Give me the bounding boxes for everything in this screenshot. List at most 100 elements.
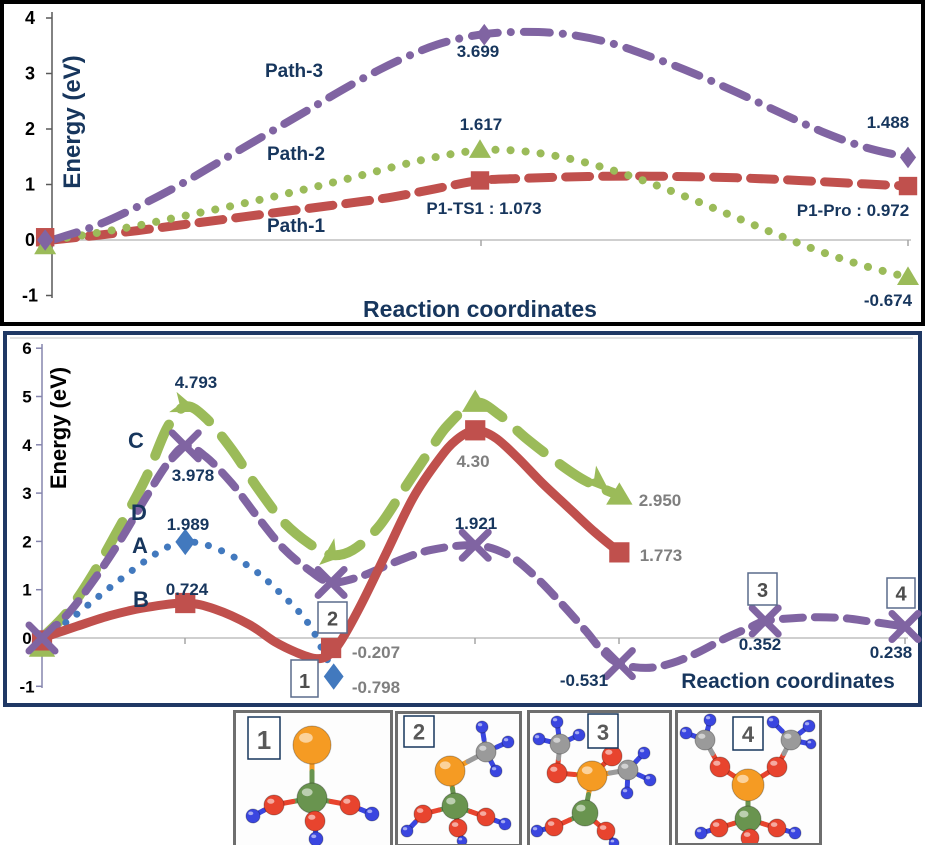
- atom-highlight: [299, 732, 313, 743]
- bond: [452, 803, 459, 820]
- metal-atom: [576, 760, 608, 792]
- value-annotation: 2.950: [639, 491, 682, 510]
- marker-b: [175, 592, 196, 614]
- value-annotation: 0.238: [870, 643, 913, 662]
- y-axis-title: Energy (eV): [59, 55, 86, 188]
- bond: [760, 764, 780, 779]
- oxygen-atom: [448, 818, 468, 838]
- atom-highlight: [267, 798, 275, 804]
- hydrogen-atom: [550, 715, 564, 729]
- value-annotation: Path-2: [267, 144, 325, 165]
- y-tick-label: 5: [22, 388, 31, 407]
- bond: [358, 807, 375, 817]
- marker-b: [465, 420, 486, 441]
- bond: [483, 814, 498, 823]
- y-tick-label: -1: [22, 286, 38, 306]
- y-tick-label: 0: [25, 230, 35, 250]
- marker-a: [323, 663, 344, 690]
- bond: [536, 736, 552, 744]
- value-annotation: C: [128, 428, 144, 453]
- bond: [494, 739, 511, 750]
- value-annotation: -0.207: [352, 643, 400, 662]
- bottom-energy-chart-panel: 6 5 4 3 2 1 0 -1 1 2 3 4 4.793 C 3.978 D 1.989 A 0.724 B -0.…: [0, 331, 925, 712]
- bond: [447, 759, 471, 774]
- molecule-number: 3: [597, 720, 609, 745]
- hydrogen-atom: [572, 728, 586, 742]
- bond: [705, 717, 713, 733]
- y-tick-label: 1: [22, 581, 31, 600]
- value-annotation: 1.989: [167, 515, 210, 534]
- atom-highlight: [622, 789, 628, 793]
- bond: [731, 773, 751, 788]
- hydrogen-atom: [766, 715, 780, 729]
- bond: [455, 825, 463, 837]
- molecule-number-box: [587, 713, 619, 749]
- hydrogen-atom: [400, 824, 414, 838]
- bond: [797, 723, 812, 736]
- bond: [309, 795, 334, 804]
- marker-path-3: [476, 23, 493, 46]
- value-annotation: Path-3: [265, 61, 323, 82]
- molecule-drawing-1: 1: [245, 716, 380, 845]
- bond: [636, 772, 653, 783]
- hydrogen-atom: [694, 826, 708, 840]
- atom-highlight: [552, 718, 558, 722]
- value-annotation: 3.978: [172, 466, 215, 485]
- atom-highlight: [712, 822, 720, 827]
- bond: [557, 737, 572, 747]
- molecule-number: 2: [413, 720, 425, 745]
- marker-d: [888, 609, 922, 644]
- value-annotation: A: [132, 533, 148, 558]
- atom-highlight: [807, 740, 812, 744]
- bond: [710, 751, 723, 770]
- bond: [543, 824, 557, 832]
- bond: [312, 818, 318, 833]
- marker-b: [320, 637, 342, 659]
- atom-highlight: [737, 774, 749, 784]
- hydrogen-atom: [489, 764, 503, 778]
- molecule-drawing-3: 3: [530, 713, 657, 845]
- carbon-atom: [694, 729, 716, 751]
- hydrogen-atom: [364, 806, 380, 822]
- atom-highlight: [311, 834, 317, 839]
- bond: [783, 828, 798, 836]
- hydrogen-atom: [532, 732, 546, 746]
- oxygen-atom: [544, 817, 564, 837]
- bond: [593, 819, 609, 834]
- molecule-structure-2: 2: [395, 711, 522, 845]
- bond: [554, 770, 577, 777]
- molecule-structure-3: 3: [527, 710, 672, 845]
- atom-highlight: [439, 761, 451, 770]
- top-energy-chart-panel: 4 3 2 1 0 -1 3.699 Path-3 Path-2 Path-1 1.617 P1-TS…: [0, 0, 925, 331]
- bond: [745, 816, 752, 831]
- y-tick-label: 2: [25, 119, 35, 139]
- bond: [625, 759, 639, 773]
- bond: [716, 821, 736, 831]
- atom-highlight: [308, 814, 316, 820]
- state-label-number: 1: [299, 671, 310, 693]
- bond: [567, 732, 582, 742]
- x-axis-title: Reaction coordinates: [363, 296, 597, 322]
- value-annotation: P1-TS1 : 1.073: [426, 199, 541, 218]
- marker-path-1: [898, 176, 918, 196]
- marker-d: [458, 528, 492, 562]
- bond: [717, 764, 737, 779]
- bond: [625, 767, 642, 778]
- atom-highlight: [500, 820, 506, 824]
- bond: [551, 817, 572, 830]
- atom-highlight: [446, 797, 456, 805]
- atom-highlight: [621, 763, 629, 769]
- molecule-number-box: [403, 715, 435, 748]
- chart-frame: [0, 0, 925, 326]
- atom-highlight: [713, 760, 721, 766]
- metal-atom: [434, 755, 466, 787]
- molecule-structure-4: 4: [675, 710, 822, 845]
- value-annotation: B: [133, 587, 149, 612]
- hydrogen-atom: [498, 817, 512, 831]
- atom-highlight: [479, 811, 487, 816]
- atom-highlight: [576, 804, 586, 812]
- state-label-box: [886, 577, 916, 609]
- atom-highlight: [458, 837, 463, 841]
- marker-d: [25, 621, 59, 655]
